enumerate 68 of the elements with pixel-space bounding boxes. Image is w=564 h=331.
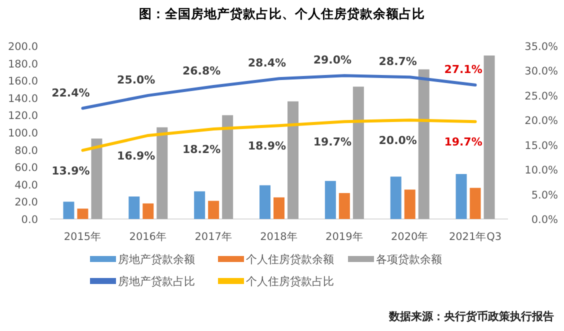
y-tick-label: 140.0	[8, 92, 38, 105]
data-label: 26.8%	[182, 64, 221, 78]
bar	[142, 203, 154, 219]
data-label: 27.1%	[444, 63, 482, 76]
y-tick-label: 100.0	[8, 128, 38, 140]
legend-label: 房地产贷款余额	[118, 253, 195, 266]
legend-label: 个人住房贷款占比	[246, 275, 334, 288]
x-tick-label: 2018年	[260, 231, 298, 243]
y2-tick-label: 35.0%	[524, 41, 558, 53]
y-tick-label: 60.0	[14, 162, 38, 174]
bar	[63, 202, 74, 219]
y2-tick-label: 0.0%	[531, 214, 558, 226]
data-label: 28.7%	[378, 55, 417, 68]
bar	[194, 191, 206, 219]
bar	[128, 196, 140, 219]
y-tick-label: 160.0	[8, 76, 38, 88]
y2-tick-label: 25.0%	[524, 90, 558, 102]
legend-label: 个人住房贷款余额	[246, 253, 334, 266]
y2-tick-label: 30.0%	[524, 66, 558, 78]
x-tick-label: 2017年	[194, 231, 232, 243]
data-label: 28.4%	[248, 56, 286, 70]
y2-tick-label: 15.0%	[524, 140, 558, 152]
x-tick-label: 2020年	[390, 231, 429, 243]
bar	[470, 188, 481, 219]
bar	[456, 174, 467, 219]
data-label: 18.2%	[182, 143, 221, 156]
data-label: 25.0%	[117, 73, 156, 86]
data-label: 19.7%	[313, 136, 352, 149]
bar	[288, 101, 298, 219]
y-tick-label: 40.0	[14, 179, 38, 192]
data-label: 29.0%	[313, 54, 352, 67]
bar	[77, 208, 88, 219]
y2-tick-label: 20.0%	[524, 115, 558, 128]
bar	[418, 69, 430, 219]
bar	[274, 197, 284, 219]
chart-title: 图：全国房地产贷款占比、个人住房贷款余额占比	[139, 6, 425, 21]
bar	[352, 86, 364, 219]
bar	[324, 180, 336, 219]
data-label: 20.0%	[378, 134, 417, 148]
bar	[208, 200, 220, 219]
bar	[338, 193, 350, 219]
data-label: 19.7%	[444, 136, 482, 149]
y2-tick-label: 5.0%	[531, 189, 558, 202]
x-tick-label: 2015年	[64, 231, 102, 243]
bar	[91, 138, 102, 219]
source-note: 数据来源：央行货币政策执行报告	[388, 310, 554, 323]
x-tick-label: 2021年Q3	[448, 231, 502, 243]
y2-tick-label: 10.0%	[524, 164, 558, 177]
legend-label: 各项贷款余额	[376, 253, 442, 266]
data-label: 22.4%	[52, 86, 90, 100]
y-tick-label: 80.0	[14, 144, 38, 157]
x-tick-label: 2016年	[129, 231, 168, 243]
bar	[156, 127, 168, 219]
bar	[484, 56, 495, 219]
x-tick-label: 2019年	[326, 231, 364, 243]
bar	[260, 185, 270, 219]
bar	[222, 115, 234, 219]
bar	[404, 190, 416, 219]
data-label: 13.9%	[52, 164, 90, 178]
y-tick-label: 120.0	[8, 110, 38, 122]
legend-label: 房地产贷款占比	[118, 275, 195, 288]
data-label: 16.9%	[117, 149, 156, 162]
y-tick-label: 0.0	[21, 214, 38, 226]
y-tick-label: 20.0	[14, 196, 38, 209]
y-tick-label: 180.0	[8, 58, 38, 70]
data-label: 18.9%	[248, 140, 286, 153]
bar	[390, 176, 402, 219]
y-tick-label: 200.0	[8, 41, 38, 53]
